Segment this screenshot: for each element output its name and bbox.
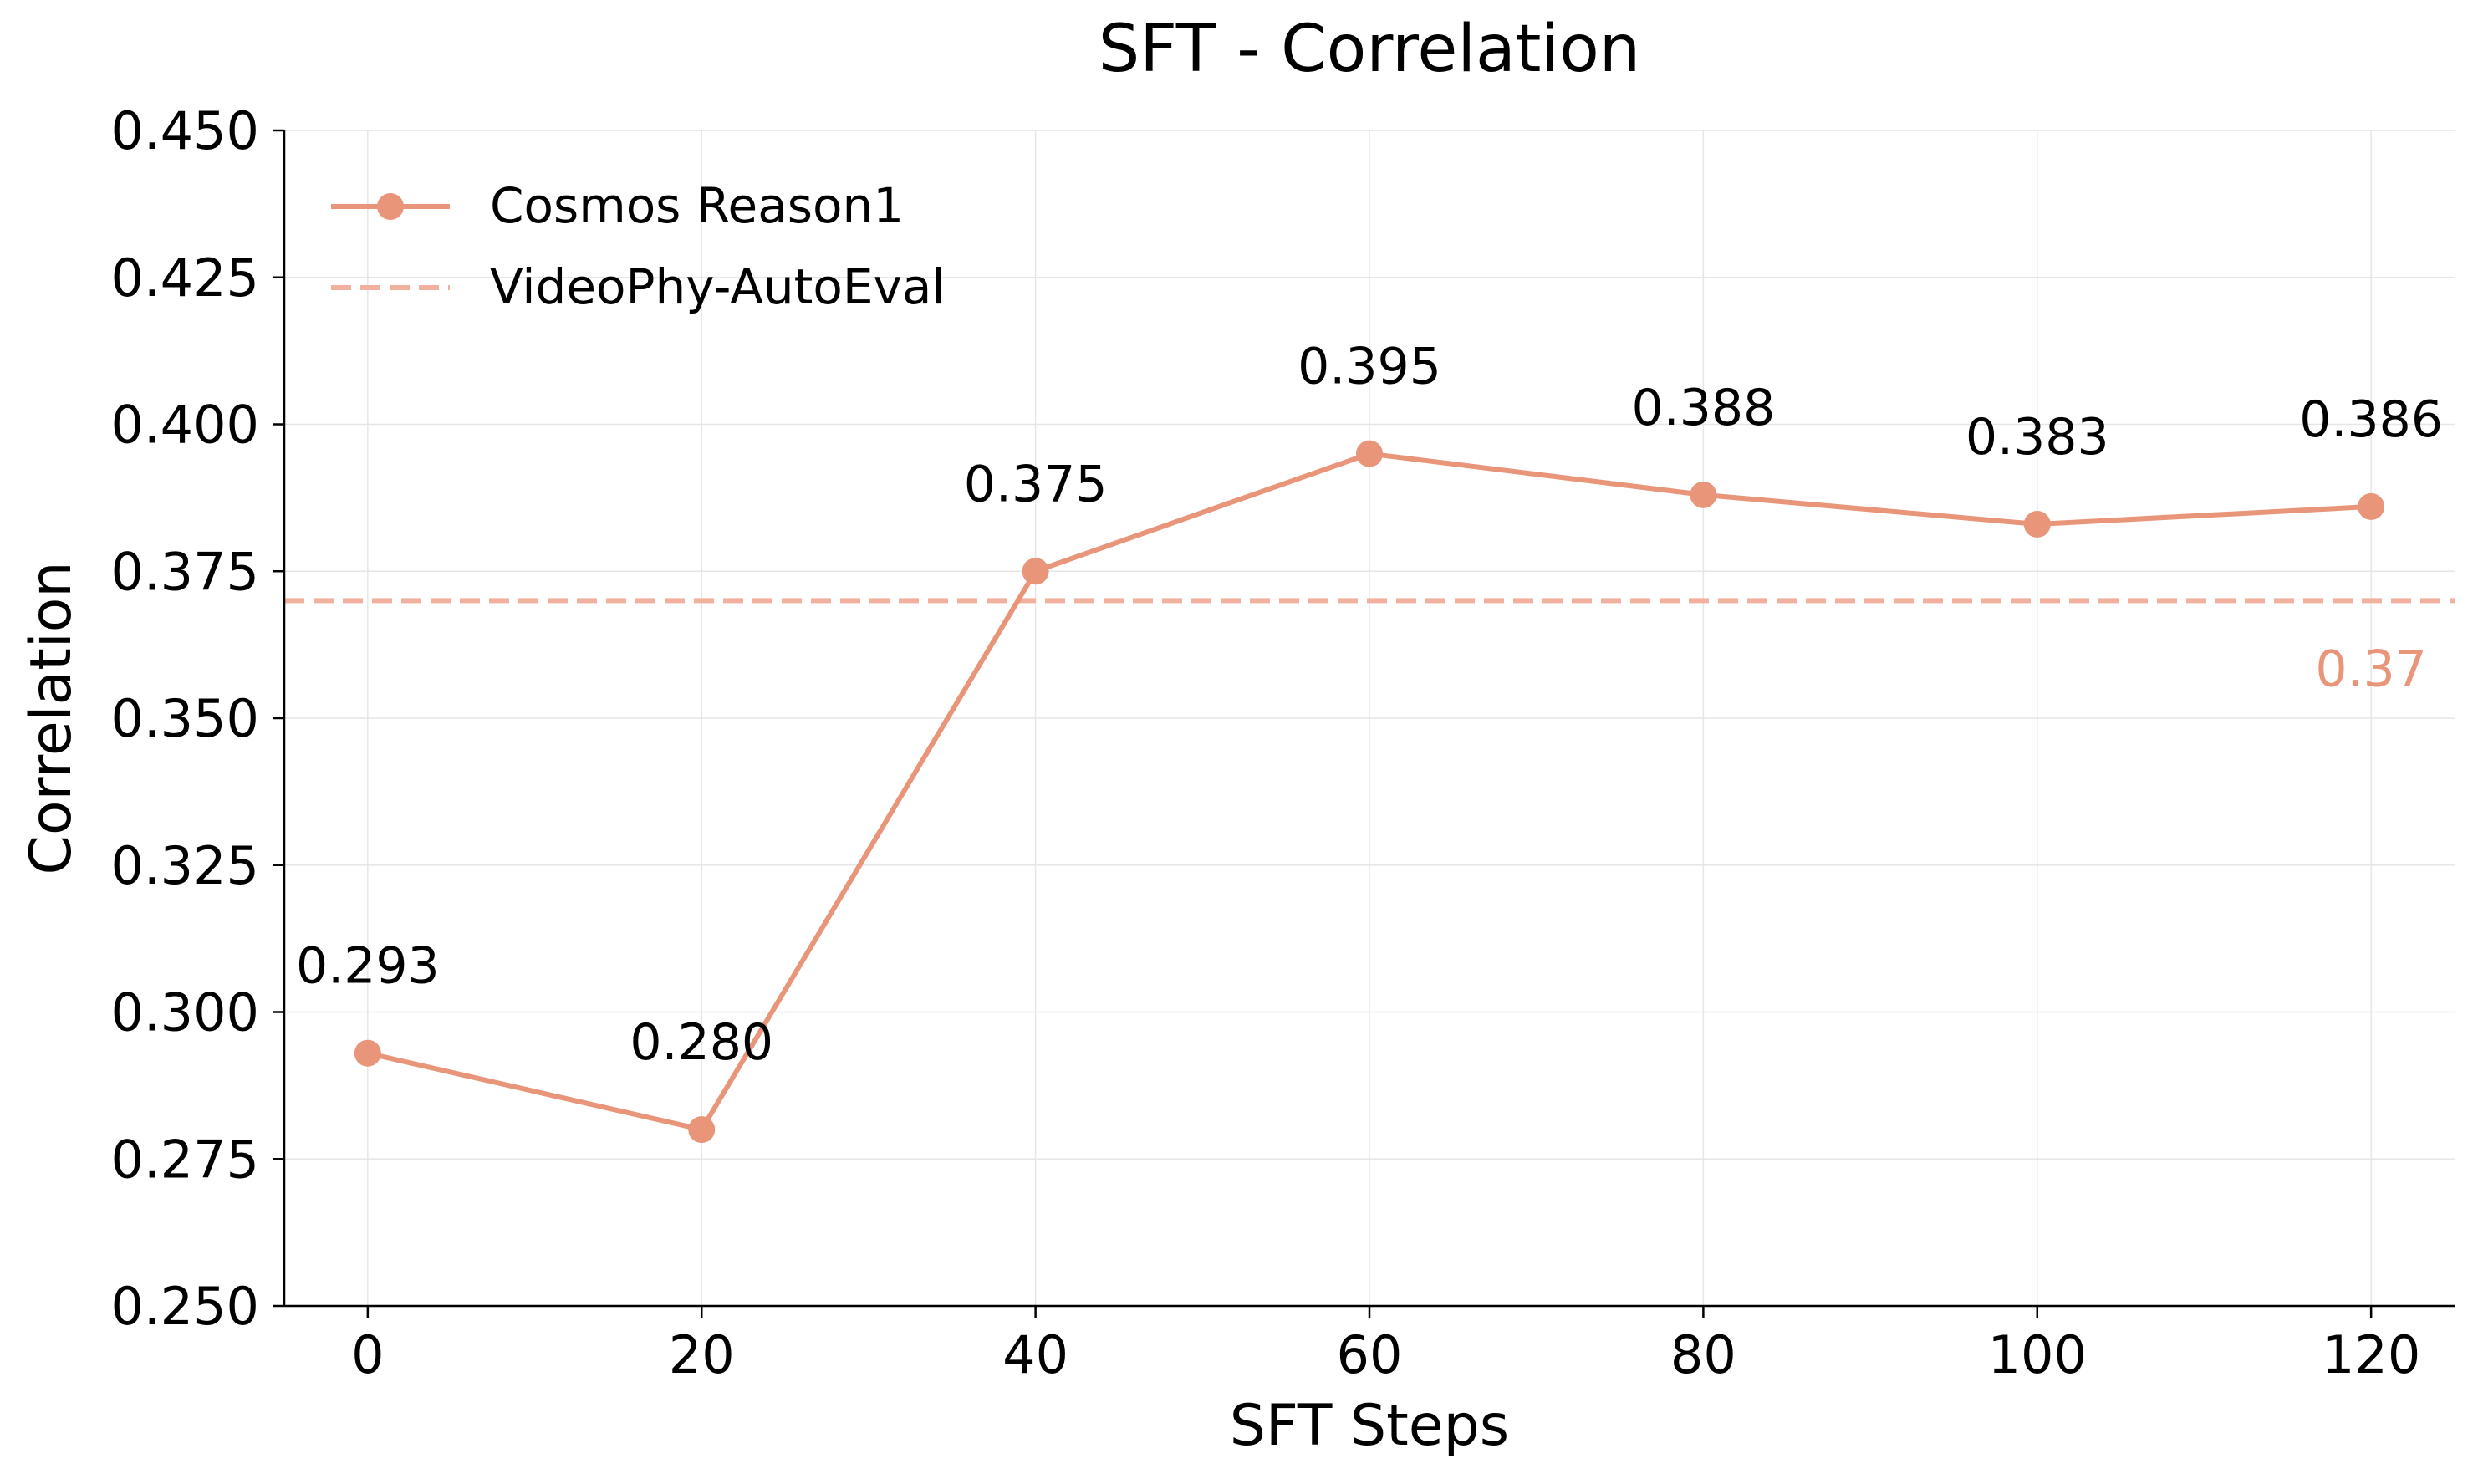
data-label: 0.386 [2299, 390, 2443, 449]
x-tick-label: 120 [2322, 1324, 2420, 1385]
data-label: 0.388 [1631, 379, 1775, 437]
x-tick-label: 20 [669, 1324, 735, 1385]
chart-title: SFT - Correlation [1099, 12, 1641, 87]
y-tick-label: 0.450 [111, 100, 260, 161]
reference-line-label: 0.37 [2315, 640, 2427, 698]
y-tick-label: 0.300 [111, 982, 260, 1043]
data-label: 0.280 [630, 1013, 773, 1072]
data-labels-layer: 0.293 0.280 0.375 0.395 0.388 0.383 0.386 [296, 338, 2443, 1072]
y-tick-label: 0.425 [111, 247, 260, 309]
x-axis-label: SFT Steps [1230, 1393, 1510, 1459]
y-tick-label: 0.250 [111, 1276, 260, 1337]
legend-label-cosmos: Cosmos Reason1 [490, 177, 904, 234]
y-tick-label: 0.325 [111, 835, 260, 896]
y-axis-label: Correlation [18, 562, 84, 875]
x-tick-label: 60 [1337, 1324, 1403, 1385]
y-tick-label: 0.400 [111, 395, 260, 456]
ticks-layer: 0.250 0.275 0.300 0.325 0.350 0.375 0.400 0.425… [111, 100, 2421, 1385]
y-tick-label: 0.275 [111, 1129, 260, 1190]
y-tick-label: 0.350 [111, 688, 260, 749]
data-point [1022, 558, 1049, 585]
data-point [2358, 492, 2385, 520]
reference-line-layer: 0.37 [284, 598, 2455, 698]
data-point [2023, 511, 2051, 538]
data-label: 0.383 [1966, 408, 2109, 467]
data-point [354, 1039, 381, 1067]
legend-marker-cosmos [377, 193, 404, 220]
x-tick-label: 40 [1002, 1324, 1068, 1385]
data-label: 0.375 [964, 455, 1108, 513]
data-point [1690, 481, 1717, 508]
x-tick-label: 100 [1988, 1324, 2087, 1385]
data-label: 0.293 [296, 937, 440, 996]
data-point [1356, 440, 1383, 467]
x-tick-label: 0 [351, 1324, 384, 1385]
legend-label-videophy: VideoPhy-AutoEval [490, 258, 946, 315]
y-tick-label: 0.375 [111, 541, 260, 602]
x-tick-label: 80 [1670, 1324, 1736, 1385]
data-point [688, 1116, 716, 1144]
grid-layer [284, 130, 2455, 1307]
series-layer [354, 440, 2385, 1144]
legend: Cosmos Reason1 VideoPhy-AutoEval [331, 177, 946, 315]
data-label: 0.395 [1298, 338, 1441, 396]
